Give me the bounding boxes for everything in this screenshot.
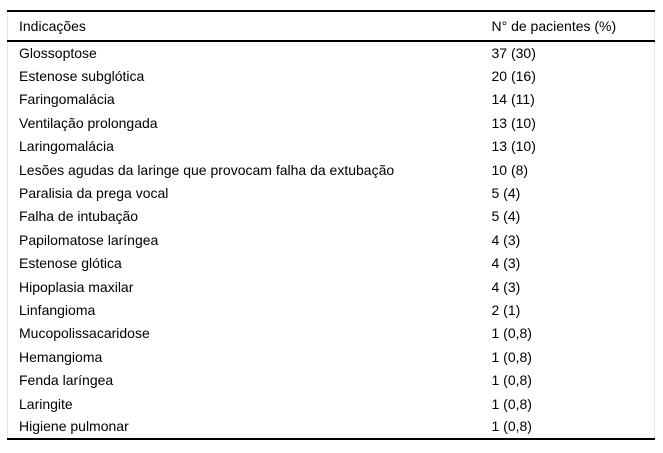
indication-cell: Glossoptose	[19, 45, 97, 62]
patients-cell: 13 (10)	[491, 138, 536, 155]
header-cell-patients: N° de pacientes (%)	[491, 18, 617, 34]
patients-cell: 4 (3)	[491, 278, 521, 295]
table-row: Paralisia da prega vocal 5 (4)	[8, 181, 655, 204]
table-row: Estenose subglótica 20 (16)	[8, 64, 655, 87]
indication-cell: Hipoplasia maxilar	[19, 278, 134, 295]
patients-cell: 4 (3)	[491, 231, 521, 248]
indication-cell: Estenose subglótica	[19, 68, 145, 85]
patients-cell: 2 (1)	[491, 301, 521, 318]
indication-cell: Hemangioma	[19, 348, 103, 365]
indication-cell: Lesões agudas da laringe que provocam fa…	[19, 161, 395, 178]
table-row: Ventilação prolongada 13 (10)	[8, 111, 655, 134]
patients-cell: 20 (16)	[491, 68, 536, 85]
indication-cell: Paralisia da prega vocal	[19, 185, 169, 202]
patients-cell: 37 (30)	[491, 45, 536, 62]
header-cell-indications: Indicações	[19, 18, 86, 34]
table-row: Estenose glótica 4 (3)	[8, 252, 655, 275]
table-row: Lesões agudas da laringe que provocam fa…	[8, 158, 655, 181]
table-row: Linfangioma 2 (1)	[8, 298, 655, 321]
indication-cell: Laringomalácia	[19, 138, 114, 155]
patients-cell: 5 (4)	[491, 208, 521, 225]
table-row: Higiene pulmonar 1 (0,8)	[8, 415, 655, 438]
indication-cell: Fenda laríngea	[19, 372, 114, 389]
table-row: Laringite 1 (0,8)	[8, 392, 655, 415]
indication-cell: Mucopolissacaridose	[19, 325, 150, 342]
indication-cell: Estenose glótica	[19, 255, 122, 272]
patients-cell: 14 (11)	[491, 91, 535, 108]
indications-table-figure: Indicações N° de pacientes (%) Glossopto…	[7, 10, 655, 440]
table-row: Faringomalácia 14 (11)	[8, 88, 655, 111]
indication-cell: Linfangioma	[19, 301, 96, 318]
table-row: Laringomalácia 13 (10)	[8, 135, 655, 158]
indication-cell: Ventilação prolongada	[19, 114, 158, 131]
patients-cell: 5 (4)	[491, 185, 521, 202]
indication-cell: Laringite	[19, 395, 73, 412]
patients-cell: 4 (3)	[491, 255, 521, 272]
patients-cell: 1 (0,8)	[491, 348, 532, 365]
table-row: Hipoplasia maxilar 4 (3)	[8, 275, 655, 298]
indication-cell: Faringomalácia	[19, 91, 115, 108]
table-row: Glossoptose 37 (30)	[8, 41, 655, 64]
indication-cell: Papilomatose laríngea	[19, 231, 159, 248]
patients-cell: 1 (0,8)	[491, 395, 532, 412]
patients-cell: 10 (8)	[491, 161, 529, 178]
indications-table: Indicações N° de pacientes (%) Glossopto…	[7, 10, 655, 440]
patients-cell: 13 (10)	[491, 114, 536, 131]
table-body: Glossoptose 37 (30) Estenose subglótica …	[8, 41, 655, 439]
header-row: Indicações N° de pacientes (%)	[7, 11, 655, 41]
indication-cell: Higiene pulmonar	[19, 418, 129, 435]
table-row: Falha de intubação 5 (4)	[8, 205, 655, 228]
indication-cell: Falha de intubação	[19, 208, 139, 225]
patients-cell: 1 (0,8)	[491, 325, 532, 342]
table-row: Hemangioma 1 (0,8)	[8, 345, 655, 368]
patients-cell: 1 (0,8)	[491, 418, 532, 435]
table-header: Indicações N° de pacientes (%)	[7, 11, 655, 41]
table-row: Fenda laríngea 1 (0,8)	[8, 368, 655, 391]
patients-cell: 1 (0,8)	[491, 372, 532, 389]
table-row: Papilomatose laríngea 4 (3)	[8, 228, 655, 251]
table-row: Mucopolissacaridose 1 (0,8)	[8, 322, 655, 345]
